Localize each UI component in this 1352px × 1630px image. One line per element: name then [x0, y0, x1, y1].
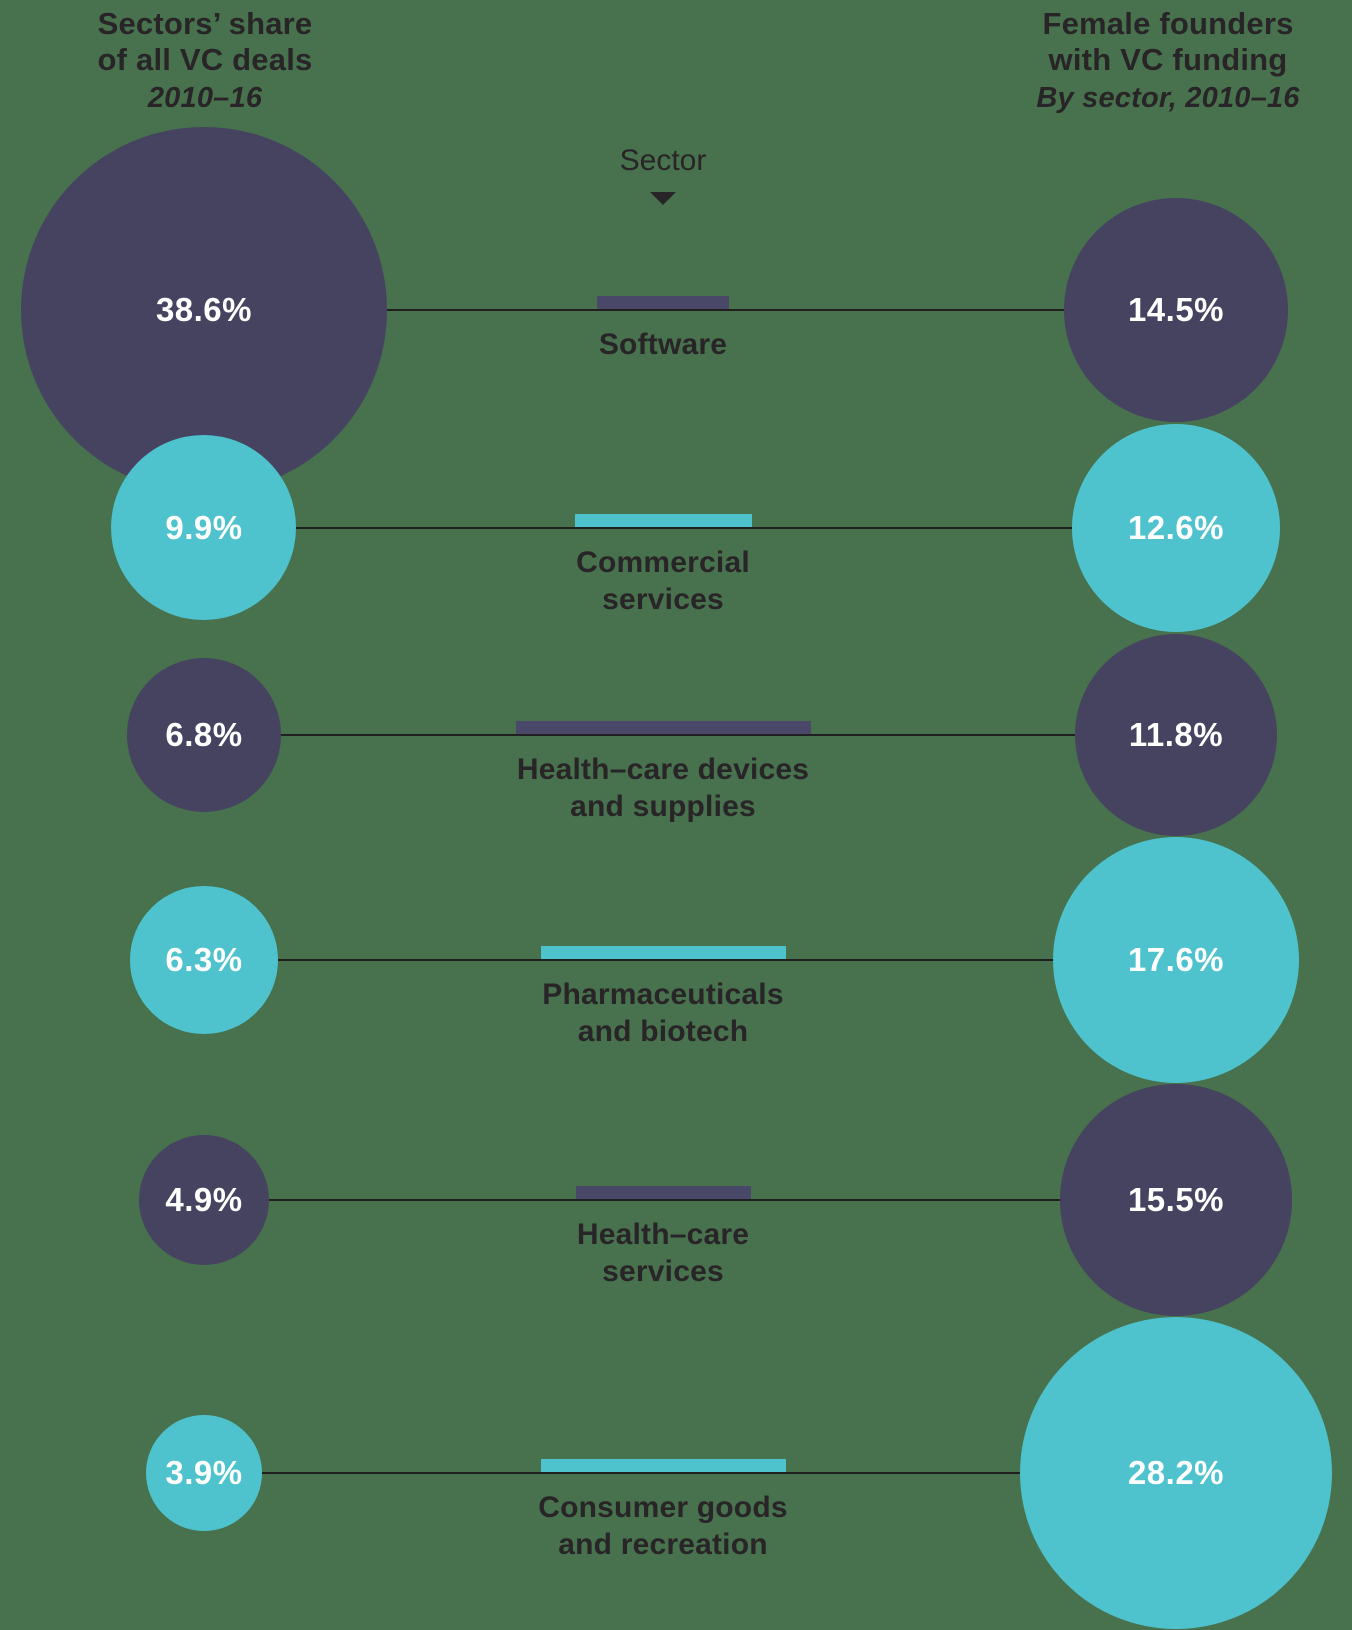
- bubble-value: 15.5%: [1127, 1180, 1225, 1218]
- left-axis-title-line1: Sectors’ share: [97, 6, 313, 41]
- left-axis-title: Sectors’ share of all VC deals 2010–16: [0, 6, 410, 116]
- left-axis-title-line2: of all VC deals: [97, 42, 313, 77]
- sector-label: Software: [403, 326, 923, 363]
- bubble-value: 12.6%: [1127, 508, 1225, 546]
- female-founders-bubble: 28.2%: [1019, 1316, 1333, 1630]
- female-founders-bubble: 11.8%: [1075, 634, 1277, 836]
- connector-line: [204, 309, 1176, 311]
- sector-highlight-bar: [540, 1459, 786, 1472]
- sector-label-line: Software: [598, 328, 728, 361]
- connector-line: [204, 734, 1176, 736]
- chevron-down-icon: [650, 192, 676, 205]
- female-founders-bubble: 15.5%: [1060, 1084, 1292, 1316]
- right-axis-title-line2: with VC funding: [1048, 42, 1288, 77]
- female-founders-bubble: 12.6%: [1071, 423, 1281, 633]
- sector-label-line: services: [602, 1255, 724, 1288]
- sector-label: Commercial services: [403, 544, 923, 618]
- sector-highlight-bar: [540, 946, 786, 959]
- bubble-value: 4.9%: [165, 1180, 243, 1218]
- sector-label: Consumer goods and recreation: [403, 1489, 923, 1563]
- right-axis-subtitle: By sector, 2010–16: [1036, 82, 1300, 114]
- connector-line: [204, 527, 1176, 529]
- right-axis-title-line1: Female founders: [1042, 6, 1294, 41]
- bubble-value: 3.9%: [165, 1453, 243, 1491]
- sector-column-header: Sector: [619, 144, 707, 177]
- share-bubble: 9.9%: [111, 435, 297, 621]
- bubble-value: 9.9%: [165, 508, 243, 546]
- sector-label: Pharmaceuticals and biotech: [403, 976, 923, 1050]
- share-bubble: 3.9%: [145, 1414, 263, 1532]
- sector-label: Health–care devices and supplies: [403, 751, 923, 825]
- sector-label: Health–care services: [403, 1216, 923, 1290]
- sector-label-line: and recreation: [558, 1528, 768, 1561]
- sector-label-line: and biotech: [577, 1015, 749, 1048]
- sector-highlight-bar: [515, 721, 811, 734]
- bubble-value: 6.3%: [165, 940, 243, 978]
- sector-label-line: Pharmaceuticals: [542, 978, 784, 1011]
- sector-label-line: Commercial: [576, 546, 750, 579]
- sector-label-line: services: [602, 583, 724, 616]
- female-founders-bubble: 14.5%: [1064, 198, 1288, 422]
- sector-label-line: Consumer goods: [538, 1491, 788, 1524]
- sector-highlight-bar: [575, 1186, 751, 1199]
- share-bubble: 6.3%: [130, 886, 278, 1034]
- female-founders-bubble: 17.6%: [1052, 836, 1300, 1084]
- sector-highlight-bar: [574, 514, 752, 527]
- bubble-value: 14.5%: [1127, 290, 1225, 328]
- sector-highlight-bar: [597, 296, 729, 309]
- bubble-value: 38.6%: [155, 290, 253, 328]
- sector-label-line: Health–care devices: [516, 753, 810, 786]
- share-bubble: 6.8%: [127, 658, 281, 812]
- sector-label-line: Health–care: [576, 1218, 750, 1251]
- bubble-value: 11.8%: [1128, 715, 1224, 753]
- left-axis-subtitle: 2010–16: [147, 82, 263, 114]
- connector-line: [204, 1199, 1176, 1201]
- bubble-value: 6.8%: [165, 715, 243, 753]
- connector-line: [204, 1472, 1176, 1474]
- connector-line: [204, 959, 1176, 961]
- bubble-value: 28.2%: [1127, 1453, 1225, 1491]
- share-bubble: 4.9%: [138, 1134, 270, 1266]
- share-bubble: 38.6%: [21, 127, 387, 493]
- right-axis-title: Female founders with VC funding By secto…: [958, 6, 1352, 116]
- bubble-value: 17.6%: [1127, 940, 1225, 978]
- sector-label-line: and supplies: [570, 790, 756, 823]
